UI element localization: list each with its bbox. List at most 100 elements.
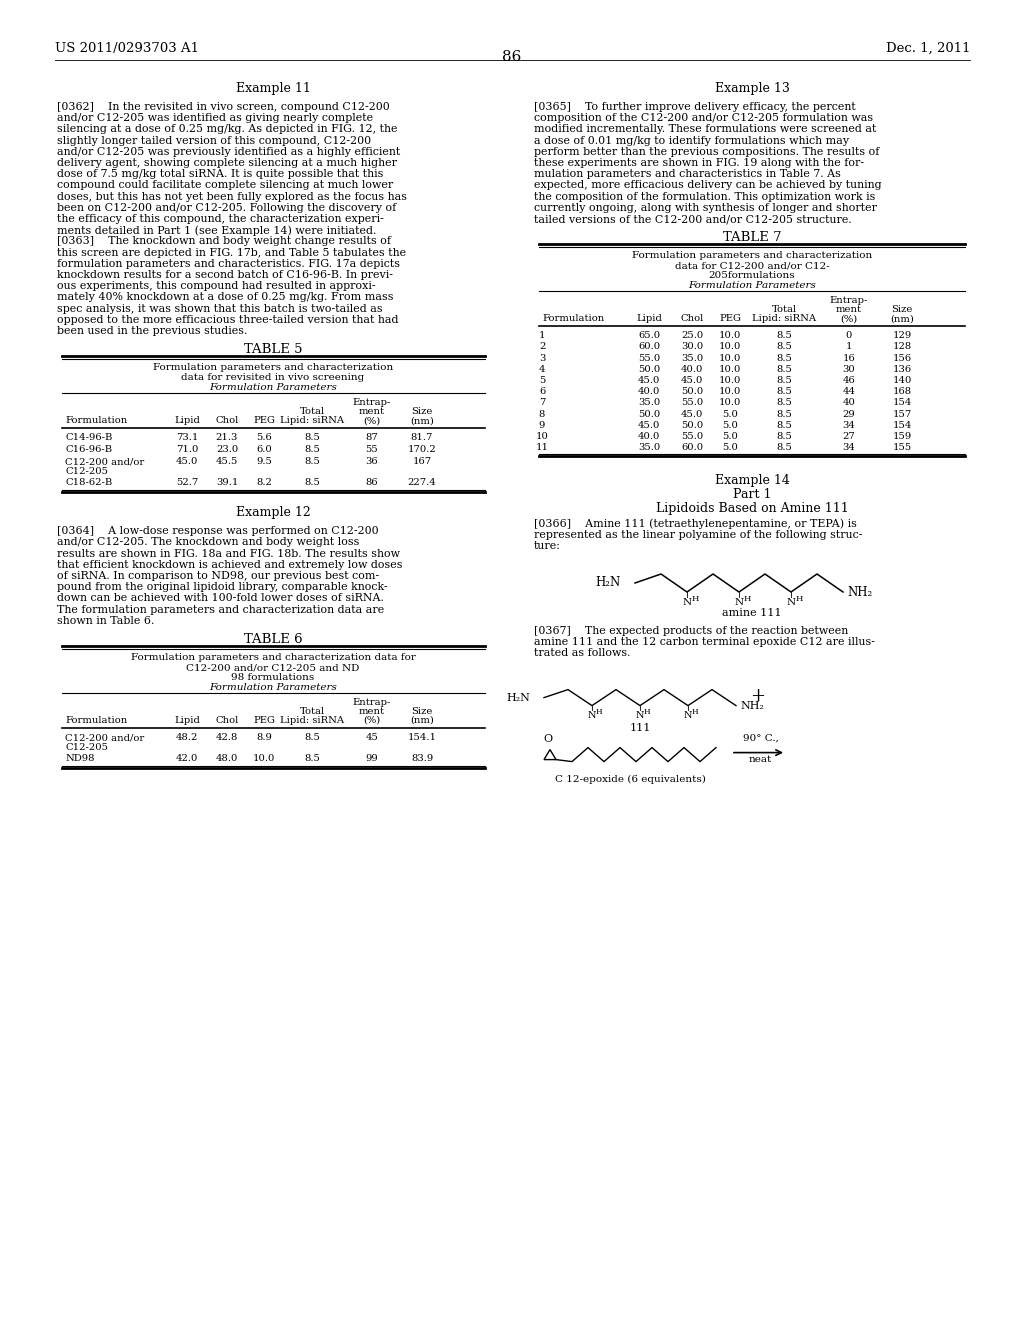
Text: mately 40% knockdown at a dose of 0.25 mg/kg. From mass: mately 40% knockdown at a dose of 0.25 m… [57, 293, 393, 302]
Text: 30: 30 [843, 364, 855, 374]
Text: down can be achieved with 100-fold lower doses of siRNA.: down can be achieved with 100-fold lower… [57, 594, 384, 603]
Text: slightly longer tailed version of this compound, C12-200: slightly longer tailed version of this c… [57, 136, 371, 145]
Text: (nm): (nm) [890, 314, 914, 323]
Text: 136: 136 [893, 364, 911, 374]
Text: US 2011/0293703 A1: US 2011/0293703 A1 [55, 42, 199, 55]
Text: currently ongoing, along with synthesis of longer and shorter: currently ongoing, along with synthesis … [534, 203, 877, 213]
Text: data for C12-200 and/or C12-: data for C12-200 and/or C12- [675, 261, 829, 271]
Text: Entrap-: Entrap- [829, 296, 868, 305]
Text: 168: 168 [893, 387, 911, 396]
Text: H: H [644, 708, 650, 715]
Text: 8.5: 8.5 [776, 376, 792, 385]
Text: been on C12-200 and/or C12-205. Following the discovery of: been on C12-200 and/or C12-205. Followin… [57, 203, 396, 213]
Text: [0363]    The knockdown and body weight change results of: [0363] The knockdown and body weight cha… [57, 236, 391, 247]
Text: 11: 11 [536, 444, 549, 453]
Text: 8.5: 8.5 [304, 457, 319, 466]
Text: +: + [751, 686, 766, 705]
Text: Formulation parameters and characterization: Formulation parameters and characterizat… [153, 363, 393, 372]
Text: TABLE 5: TABLE 5 [244, 343, 302, 356]
Text: C18-62-B: C18-62-B [65, 478, 113, 487]
Text: 35.0: 35.0 [681, 354, 703, 363]
Text: 154: 154 [892, 421, 911, 430]
Text: ment: ment [359, 708, 385, 715]
Text: amine 111 and the 12 carbon terminal epoxide C12 are illus-: amine 111 and the 12 carbon terminal epo… [534, 638, 874, 647]
Text: 46: 46 [843, 376, 855, 385]
Text: modified incrementally. These formulations were screened at: modified incrementally. These formulatio… [534, 124, 877, 135]
Text: 39.1: 39.1 [216, 478, 239, 487]
Text: Formulation: Formulation [65, 416, 127, 425]
Text: 129: 129 [892, 331, 911, 341]
Text: 60.0: 60.0 [681, 444, 703, 453]
Text: 8.5: 8.5 [776, 342, 792, 351]
Text: 5.0: 5.0 [722, 409, 738, 418]
Text: 73.1: 73.1 [176, 433, 199, 442]
Text: trated as follows.: trated as follows. [534, 648, 631, 659]
Text: doses, but this has not yet been fully explored as the focus has: doses, but this has not yet been fully e… [57, 191, 407, 202]
Text: 8.5: 8.5 [776, 409, 792, 418]
Text: 40.0: 40.0 [681, 364, 703, 374]
Text: 2: 2 [539, 342, 545, 351]
Text: TABLE 7: TABLE 7 [723, 231, 781, 244]
Text: Example 13: Example 13 [715, 82, 790, 95]
Text: C12-200 and/or: C12-200 and/or [65, 733, 144, 742]
Text: 45.5: 45.5 [216, 457, 239, 466]
Text: ment: ment [836, 305, 862, 314]
Text: 156: 156 [893, 354, 911, 363]
Text: 3: 3 [539, 354, 545, 363]
Text: 205formulations: 205formulations [709, 271, 796, 280]
Text: 86: 86 [503, 50, 521, 63]
Text: [0362]    In the revisited in vivo screen, compound C12-200: [0362] In the revisited in vivo screen, … [57, 102, 390, 112]
Text: 5: 5 [539, 376, 545, 385]
Text: data for revisited in vivo screening: data for revisited in vivo screening [181, 374, 365, 383]
Text: 7: 7 [539, 399, 545, 408]
Text: 40: 40 [843, 399, 855, 408]
Text: [0365]    To further improve delivery efficacy, the percent: [0365] To further improve delivery effic… [534, 102, 856, 112]
Text: Total: Total [771, 305, 797, 314]
Text: N: N [682, 598, 691, 607]
Text: spec analysis, it was shown that this batch is two-tailed as: spec analysis, it was shown that this ba… [57, 304, 383, 314]
Text: Formulation parameters and characterization data for: Formulation parameters and characterizat… [131, 653, 416, 663]
Text: Formulation Parameters: Formulation Parameters [209, 682, 337, 692]
Text: 8.5: 8.5 [776, 444, 792, 453]
Text: H₂N: H₂N [506, 693, 530, 702]
Text: 5.0: 5.0 [722, 432, 738, 441]
Text: 10.0: 10.0 [719, 376, 741, 385]
Text: 34: 34 [843, 444, 855, 453]
Text: 25.0: 25.0 [681, 331, 703, 341]
Text: 90° C.,: 90° C., [743, 734, 779, 743]
Text: 50.0: 50.0 [638, 364, 660, 374]
Text: 36: 36 [366, 457, 378, 466]
Text: delivery agent, showing complete silencing at a much higher: delivery agent, showing complete silenci… [57, 158, 397, 168]
Text: H₂N: H₂N [596, 577, 621, 590]
Text: 8.5: 8.5 [304, 478, 319, 487]
Text: ment: ment [359, 407, 385, 416]
Text: Lipid: Lipid [174, 416, 200, 425]
Text: 6: 6 [539, 387, 545, 396]
Text: 5.6: 5.6 [256, 433, 272, 442]
Text: 60.0: 60.0 [638, 342, 660, 351]
Text: 8.5: 8.5 [304, 754, 319, 763]
Text: 44: 44 [843, 387, 855, 396]
Text: Lipid: Lipid [174, 715, 200, 725]
Text: 5.0: 5.0 [722, 444, 738, 453]
Text: 27: 27 [843, 432, 855, 441]
Text: 40.0: 40.0 [638, 432, 660, 441]
Text: 45.0: 45.0 [638, 421, 660, 430]
Text: these experiments are shown in FIG. 19 along with the for-: these experiments are shown in FIG. 19 a… [534, 158, 864, 168]
Text: 30.0: 30.0 [681, 342, 703, 351]
Text: 29: 29 [843, 409, 855, 418]
Text: 16: 16 [843, 354, 855, 363]
Text: 8.2: 8.2 [256, 478, 272, 487]
Text: Part 1: Part 1 [733, 488, 771, 502]
Text: C 12-epoxide (6 equivalents): C 12-epoxide (6 equivalents) [555, 775, 706, 784]
Text: (%): (%) [841, 314, 858, 323]
Text: 50.0: 50.0 [681, 421, 703, 430]
Text: pound from the original lipidoid library, comparable knock-: pound from the original lipidoid library… [57, 582, 388, 593]
Text: Lipid: Lipid [636, 314, 662, 323]
Text: Example 14: Example 14 [715, 474, 790, 487]
Text: dose of 7.5 mg/kg total siRNA. It is quite possible that this: dose of 7.5 mg/kg total siRNA. It is qui… [57, 169, 383, 180]
Text: 170.2: 170.2 [408, 445, 436, 454]
Text: Entrap-: Entrap- [353, 698, 391, 708]
Text: 8.5: 8.5 [304, 433, 319, 442]
Text: the composition of the formulation. This optimization work is: the composition of the formulation. This… [534, 191, 876, 202]
